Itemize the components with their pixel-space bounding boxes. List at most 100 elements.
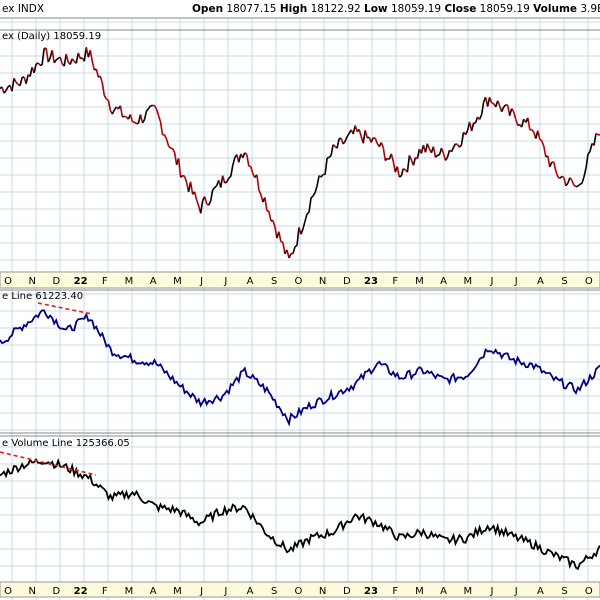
price-segment (426, 143, 431, 150)
price-segment (207, 200, 212, 206)
x-tick-label: A (537, 276, 544, 287)
x-tick-label: S (271, 276, 277, 287)
price-segment (59, 56, 63, 65)
price-segment (147, 105, 152, 110)
price-segment (292, 246, 296, 254)
price-segment (256, 174, 260, 191)
price-segment (464, 130, 469, 135)
price-segment (221, 175, 226, 184)
price-segment (136, 122, 139, 125)
x-tick-label: A (150, 276, 157, 287)
grid (0, 17, 600, 600)
price-segment (51, 50, 55, 63)
price-segment (171, 148, 176, 153)
x-tick-label: M (173, 276, 182, 287)
price-segment (583, 167, 587, 178)
ad-line-series (0, 309, 600, 427)
price-segment (367, 136, 370, 139)
price-segment (358, 129, 362, 137)
price-segment (496, 100, 501, 107)
x-tick-label: N (28, 586, 35, 597)
price-segment (390, 153, 395, 162)
price-segment (460, 132, 465, 145)
x-tick-label: M (125, 586, 134, 597)
price-segment (434, 154, 439, 158)
divergence-line (37, 302, 93, 315)
price-segment (153, 105, 158, 110)
price-segment (53, 59, 57, 64)
price-segment (567, 177, 571, 184)
price-segment (65, 53, 69, 63)
x-tick-label: J (199, 586, 203, 597)
price-segment (268, 210, 272, 222)
price-segment (514, 118, 519, 126)
price-segment (33, 63, 37, 73)
price-segment (559, 175, 563, 179)
price-segment (330, 144, 334, 156)
price-segment (226, 177, 230, 183)
x-tick-label: M (173, 586, 182, 597)
price-segment (3, 90, 7, 94)
price-panel-label: ex (Daily) 18059.19 (2, 31, 101, 42)
price-segment (274, 226, 278, 239)
x-tick-label: J (223, 586, 227, 597)
x-tick-label: J (514, 276, 518, 287)
price-segment (193, 191, 198, 201)
price-segment (565, 182, 569, 187)
x-tick-label: A (150, 586, 157, 597)
price-segment (35, 62, 39, 65)
price-segment (531, 129, 535, 133)
price-segment (5, 86, 9, 91)
price-segment (354, 125, 358, 132)
price-segment (203, 196, 208, 205)
x-tick-label: F (392, 586, 398, 597)
price-segment (374, 137, 379, 144)
x-tick-label: J (490, 276, 494, 287)
price-segment (246, 154, 250, 167)
x-axis-band (0, 581, 600, 598)
price-segment (139, 114, 144, 124)
price-segment (452, 143, 457, 148)
price-segment (520, 118, 525, 128)
price-segment (304, 213, 308, 222)
price-segment (163, 134, 168, 140)
price-segment (300, 228, 304, 235)
price-segment (143, 110, 148, 120)
price-segment (316, 175, 320, 186)
price-segment (488, 97, 493, 104)
price-segment (107, 100, 112, 111)
price-segment (511, 108, 515, 113)
price-segment (555, 171, 559, 178)
price-segment (384, 157, 388, 162)
price-segment (159, 121, 164, 135)
x-tick-label: N (319, 276, 326, 287)
price-segment (312, 192, 316, 197)
x-axis-band (0, 271, 600, 289)
price-segment (238, 153, 242, 163)
price-segment (105, 98, 109, 101)
price-segment (242, 152, 246, 159)
price-segment (406, 155, 411, 173)
price-segment (370, 137, 374, 143)
price-segment (69, 58, 73, 65)
volume-label: Volume (533, 3, 578, 15)
x-tick-label: 22 (74, 586, 88, 597)
price-segment (400, 168, 405, 177)
price-segment (541, 140, 545, 147)
x-tick-label: M (463, 276, 472, 287)
price-segment (455, 143, 458, 146)
price-segment (346, 132, 350, 137)
x-tick-label: S (271, 586, 277, 597)
price-segment (543, 145, 547, 157)
price-segment (111, 109, 116, 115)
price-segment (416, 148, 421, 159)
price-segment (458, 144, 463, 148)
x-axis-bands: O N D 22 F M A M J J A S O N D 23 F M A M J J A S O N O N D 22 F M A M J J A… (0, 271, 600, 598)
price-segment (527, 117, 531, 130)
price-segment (180, 175, 184, 178)
x-tick-label: O (294, 276, 302, 287)
price-segment (342, 140, 346, 145)
price-segment (80, 57, 83, 60)
